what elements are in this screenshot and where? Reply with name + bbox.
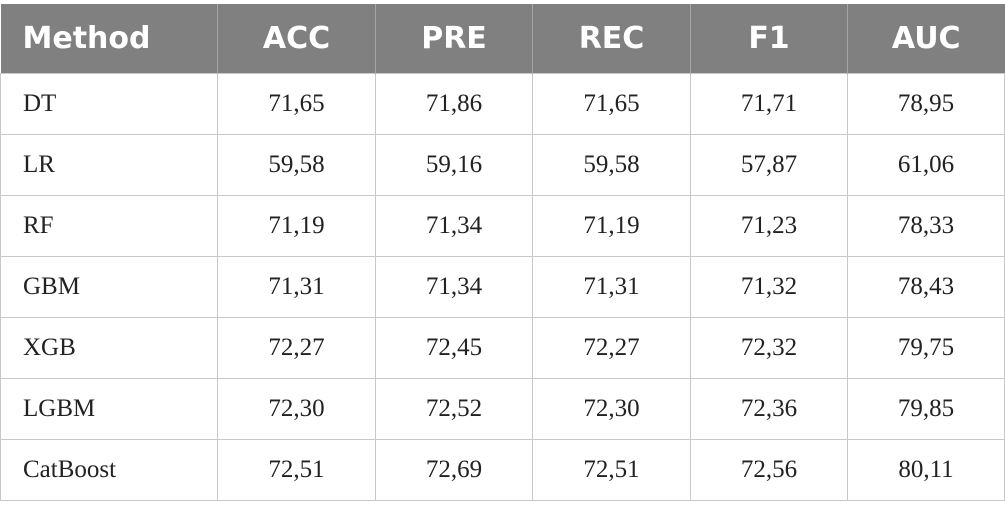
value-cell: 80,11 bbox=[847, 439, 1005, 501]
table-row: XGB 72,27 72,45 72,27 72,32 79,75 bbox=[0, 317, 1005, 379]
table-body: DT 71,65 71,86 71,65 71,71 78,95 LR 59,58 59,16 5… bbox=[0, 73, 1005, 501]
value-cell: 72,27 bbox=[217, 317, 376, 379]
method-cell: LR bbox=[0, 134, 218, 196]
value-cell: 72,45 bbox=[375, 317, 533, 379]
value-cell: 72,51 bbox=[217, 439, 376, 501]
value-cell: 71,19 bbox=[217, 195, 376, 257]
value-cell: 71,31 bbox=[532, 256, 691, 318]
header-cell: AUC bbox=[847, 4, 1005, 74]
value-cell: 71,65 bbox=[217, 73, 376, 135]
value-cell: 72,69 bbox=[375, 439, 533, 501]
value-cell: 72,56 bbox=[690, 439, 848, 501]
method-cell: GBM bbox=[0, 256, 218, 318]
table-row: CatBoost 72,51 72,69 72,51 72,56 80,11 bbox=[0, 439, 1005, 501]
header-cell: PRE bbox=[375, 4, 533, 74]
value-cell: 71,71 bbox=[690, 73, 848, 135]
value-cell: 61,06 bbox=[847, 134, 1005, 196]
value-cell: 59,16 bbox=[375, 134, 533, 196]
table-row: LR 59,58 59,16 59,58 57,87 61,06 bbox=[0, 134, 1005, 196]
method-cell: LGBM bbox=[0, 378, 218, 440]
header-cell: F1 bbox=[690, 4, 848, 74]
value-cell: 71,23 bbox=[690, 195, 848, 257]
value-cell: 72,27 bbox=[532, 317, 691, 379]
value-cell: 71,19 bbox=[532, 195, 691, 257]
value-cell: 71,31 bbox=[217, 256, 376, 318]
method-cell: XGB bbox=[0, 317, 218, 379]
header-cell: REC bbox=[532, 4, 691, 74]
value-cell: 78,33 bbox=[847, 195, 1005, 257]
value-cell: 72,30 bbox=[532, 378, 691, 440]
header-cell: ACC bbox=[217, 4, 376, 74]
value-cell: 72,30 bbox=[217, 378, 376, 440]
header-cell: Method bbox=[0, 4, 218, 74]
value-cell: 79,85 bbox=[847, 378, 1005, 440]
method-cell: DT bbox=[0, 73, 218, 135]
value-cell: 72,32 bbox=[690, 317, 848, 379]
value-cell: 72,52 bbox=[375, 378, 533, 440]
table-row: LGBM 72,30 72,52 72,30 72,36 79,85 bbox=[0, 378, 1005, 440]
value-cell: 72,51 bbox=[532, 439, 691, 501]
table-row: GBM 71,31 71,34 71,31 71,32 78,43 bbox=[0, 256, 1005, 318]
header-row: Method ACC PRE REC F1 AUC bbox=[0, 4, 1005, 74]
value-cell: 71,34 bbox=[375, 195, 533, 257]
value-cell: 59,58 bbox=[532, 134, 691, 196]
value-cell: 71,65 bbox=[532, 73, 691, 135]
value-cell: 78,95 bbox=[847, 73, 1005, 135]
table-row: DT 71,65 71,86 71,65 71,71 78,95 bbox=[0, 73, 1005, 135]
value-cell: 71,34 bbox=[375, 256, 533, 318]
value-cell: 59,58 bbox=[217, 134, 376, 196]
results-table: Method ACC PRE REC F1 AUC DT 71,65 71,86 71,65 71… bbox=[0, 4, 1005, 501]
value-cell: 72,36 bbox=[690, 378, 848, 440]
value-cell: 57,87 bbox=[690, 134, 848, 196]
method-cell: CatBoost bbox=[0, 439, 218, 501]
table-row: RF 71,19 71,34 71,19 71,23 78,33 bbox=[0, 195, 1005, 257]
value-cell: 79,75 bbox=[847, 317, 1005, 379]
value-cell: 78,43 bbox=[847, 256, 1005, 318]
method-cell: RF bbox=[0, 195, 218, 257]
value-cell: 71,32 bbox=[690, 256, 848, 318]
value-cell: 71,86 bbox=[375, 73, 533, 135]
